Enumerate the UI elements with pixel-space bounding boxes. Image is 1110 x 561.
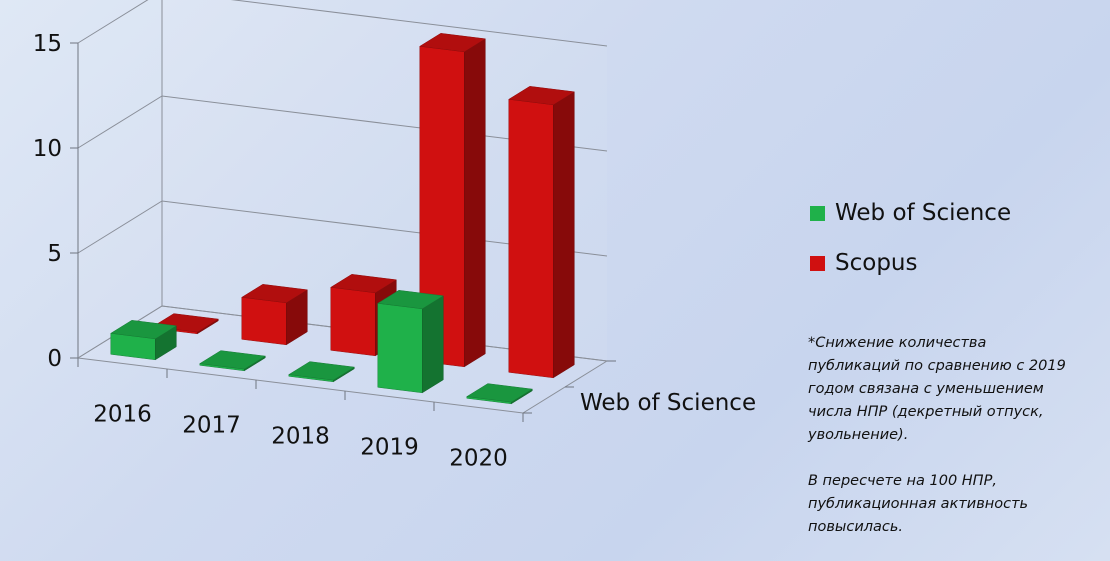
- bar-front-face: [241, 297, 287, 346]
- bar-web-of-science-2018: [288, 361, 356, 383]
- x-tick-label: 2020: [449, 446, 508, 472]
- bar-scopus-2017: [241, 284, 309, 346]
- footnote-paragraph-1: *Снижение количества публикаций по сравн…: [808, 332, 1106, 447]
- back-wall: [162, 0, 607, 361]
- chart-axes: 0 5 10 15 2016 2017 2018 2019 2020 Web of Science: [33, 31, 756, 472]
- bar-top-face: [110, 320, 178, 340]
- bar-side-face: [553, 91, 575, 379]
- legend: Web of Science Scopus: [810, 198, 1011, 298]
- footnote-line: публикаций по сравнению с 2019: [808, 358, 1066, 374]
- footnote-line: годом связана с уменьшением: [808, 381, 1044, 397]
- bar-front-face: [377, 303, 423, 394]
- footnote-line: увольнение).: [808, 427, 909, 443]
- bar-side-face: [422, 295, 444, 394]
- bar-top-face: [419, 33, 487, 53]
- legend-swatch-web-of-science: [810, 205, 825, 221]
- depth-axis-label: Web of Science: [580, 390, 756, 416]
- y-tick-label: 0: [47, 346, 62, 372]
- legend-label-web-of-science: Web of Science: [835, 200, 1012, 226]
- legend-label-scopus: Scopus: [835, 250, 918, 276]
- legend-item-scopus: Scopus: [810, 248, 1011, 278]
- bar-side-face: [464, 38, 486, 368]
- bar-front-face: [508, 99, 554, 379]
- x-tick-label: 2018: [271, 424, 330, 450]
- chart-bars: [110, 33, 576, 405]
- x-tick-label: 2017: [182, 413, 241, 439]
- footnote-line: числа НПР (декретный отпуск,: [808, 404, 1044, 420]
- y-tick-label: 15: [33, 31, 62, 57]
- footnote-line: публикационная активность: [808, 496, 1029, 512]
- x-tick-label: 2016: [93, 402, 152, 428]
- x-tick-label: 2019: [360, 435, 419, 461]
- footnote-line: *Снижение количества: [808, 335, 987, 351]
- side-wall: [78, 0, 162, 358]
- footnote: *Снижение количества публикаций по сравн…: [808, 332, 1106, 539]
- legend-item-web-of-science: Web of Science: [810, 198, 1011, 228]
- footnote-line: повысилась.: [808, 519, 904, 535]
- footnote-line: В пересчете на 100 НПР,: [808, 473, 997, 489]
- bar-web-of-science-2017: [199, 350, 267, 372]
- bar-top-face: [330, 274, 398, 294]
- bar-top-face: [508, 86, 576, 106]
- bar-web-of-science-2019: [377, 290, 445, 394]
- bar-scopus-2020: [508, 86, 576, 379]
- legend-swatch-scopus: [810, 255, 825, 271]
- bar-web-of-science-2016: [110, 320, 178, 361]
- gridline: [77, 0, 608, 47]
- chart-walls: [76, 0, 609, 414]
- bar-top-face: [241, 284, 309, 304]
- bar-top-face: [199, 350, 267, 370]
- bar-scopus-2019: [419, 33, 487, 368]
- bar-top-face: [377, 290, 445, 310]
- y-tick-label: 5: [47, 241, 62, 267]
- bar-top-face: [466, 383, 534, 403]
- footnote-paragraph-2: В пересчете на 100 НПР, публикационная а…: [808, 470, 1106, 539]
- bar-front-face: [330, 287, 376, 357]
- y-tick-label: 10: [33, 136, 62, 162]
- bar-top-face: [288, 361, 356, 381]
- bar-web-of-science-2020: [466, 383, 534, 405]
